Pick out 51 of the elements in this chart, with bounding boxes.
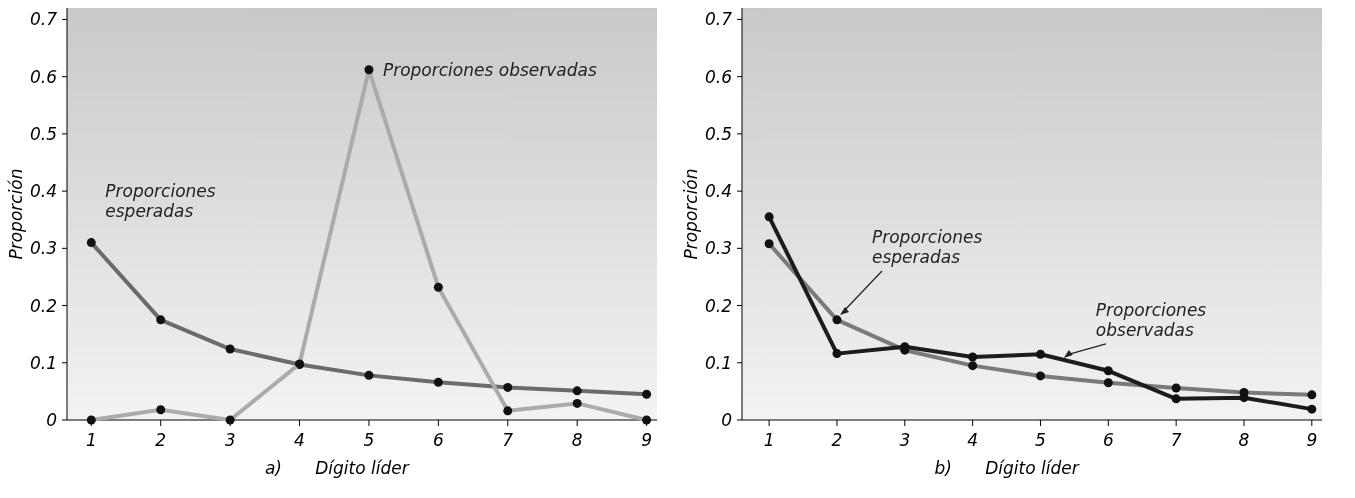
x-tick-label: 6	[1102, 430, 1114, 450]
y-tick-label: 0.5	[29, 123, 57, 144]
point	[1103, 366, 1113, 376]
annotation: Proporciones esperadas	[105, 180, 216, 221]
point	[832, 349, 842, 359]
y-tick-label: 0.6	[704, 66, 733, 87]
y-tick-label: 0.5	[704, 123, 732, 144]
x-tick-label: 3	[224, 430, 236, 450]
x-tick-label: 9	[1306, 430, 1318, 450]
x-tick-label: 5	[1035, 430, 1046, 450]
x-tick-label: 1	[763, 430, 775, 450]
x-tick-label: 3	[899, 430, 911, 450]
x-tick-label: 5	[363, 430, 375, 450]
text: b)	[934, 458, 952, 478]
x-tick-label: 4	[967, 430, 979, 450]
y-tick-label: 0.7	[704, 9, 733, 30]
x-tick-label: 8	[571, 430, 583, 450]
y-tick-label: 0.2	[704, 295, 732, 316]
point	[764, 212, 774, 222]
y-tick-label: 0.4	[704, 181, 732, 202]
x-axis-title: Dígito líder	[315, 458, 410, 478]
y-tick-label: 0	[721, 409, 732, 430]
y-tick-label: 0.4	[29, 181, 57, 202]
y-tick-label: 0	[46, 409, 57, 430]
point	[1035, 349, 1045, 359]
point	[1307, 404, 1317, 414]
y-axis-title: Proporción	[681, 168, 701, 260]
y-tick-label: 0.3	[29, 238, 57, 259]
x-tick-label: 9	[641, 430, 652, 450]
annotation: Proporciones observadas	[1095, 299, 1207, 341]
annotation: Proporciones observadas	[382, 59, 597, 80]
x-tick-label: 2	[155, 430, 167, 450]
x-tick-label: 8	[1238, 430, 1250, 450]
y-tick-label: 0.1	[704, 352, 732, 373]
x-tick-label: 1	[85, 430, 97, 450]
x-tick-label: 7	[1170, 430, 1182, 450]
point	[1171, 394, 1181, 404]
x-axis-title: Dígito líder	[985, 458, 1080, 478]
x-tick-label: 2	[831, 430, 843, 450]
x-tick-label: 6	[432, 430, 444, 450]
point	[968, 352, 978, 362]
y-tick-label: 0.1	[29, 352, 57, 373]
y-tick-label: 0.6	[29, 66, 58, 87]
y-axis-title: Proporción	[6, 168, 26, 260]
y-tick-label: 0.7	[29, 9, 58, 30]
x-tick-label: 4	[294, 430, 305, 450]
y-tick-label: 0.3	[704, 238, 732, 259]
annotation: Proporciones esperadas	[871, 226, 983, 268]
y-tick-label: 0.2	[29, 295, 57, 316]
x-tick-label: 7	[502, 430, 514, 450]
text: a)	[264, 458, 282, 478]
